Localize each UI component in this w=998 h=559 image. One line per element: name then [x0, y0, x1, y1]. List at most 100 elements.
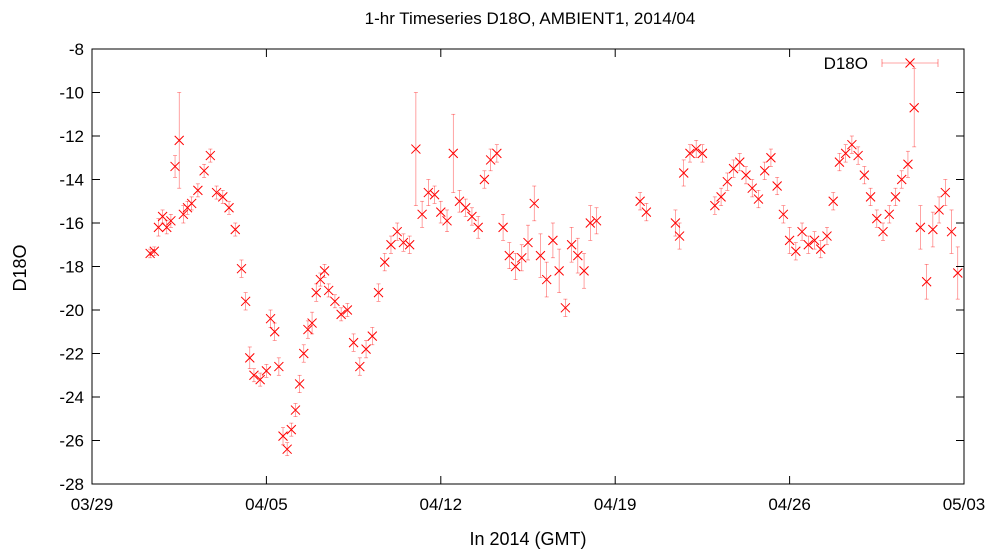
x-marker: [797, 226, 807, 237]
data-point: [554, 248, 564, 293]
x-marker: [265, 313, 276, 324]
x-marker: [404, 239, 415, 250]
x-marker: [294, 379, 305, 389]
data-point: [244, 346, 255, 370]
data-point: [373, 283, 384, 302]
data-point: [716, 187, 726, 206]
x-marker: [772, 181, 782, 191]
x-marker: [790, 246, 801, 257]
x-marker: [548, 235, 558, 246]
data-point: [170, 155, 180, 178]
data-point: [915, 205, 926, 250]
data-point: [529, 185, 540, 222]
data-point: [853, 146, 863, 165]
x-marker: [435, 207, 446, 217]
data-point: [336, 307, 346, 322]
x-marker: [766, 152, 776, 163]
x-marker: [205, 150, 216, 161]
data-point: [255, 372, 266, 387]
data-point: [572, 237, 583, 274]
x-marker: [315, 274, 326, 285]
data-point: [847, 135, 857, 154]
y-tick-label: -8: [69, 40, 84, 59]
data-point: [205, 148, 216, 163]
data-point: [269, 322, 280, 341]
x-marker: [170, 161, 180, 172]
x-marker: [572, 250, 583, 261]
x-marker: [674, 231, 685, 241]
x-marker: [379, 257, 390, 268]
data-point: [710, 196, 720, 215]
x-marker: [417, 209, 427, 220]
x-marker: [834, 157, 845, 167]
data-point: [871, 209, 882, 228]
data-point: [523, 224, 533, 261]
x-marker: [896, 174, 907, 185]
data-point: [797, 222, 807, 241]
data-point: [298, 344, 309, 363]
x-marker: [423, 187, 434, 198]
x-marker: [591, 215, 602, 226]
x-marker: [940, 187, 951, 198]
data-point: [354, 357, 365, 376]
x-marker: [566, 239, 577, 250]
x-marker: [678, 168, 689, 178]
x-marker: [448, 148, 459, 159]
x-marker: [691, 144, 702, 154]
data-point: [535, 233, 546, 278]
x-marker: [722, 176, 733, 187]
data-point: [591, 207, 602, 235]
data-point: [311, 283, 322, 302]
x-marker: [523, 237, 533, 248]
x-marker: [579, 265, 589, 276]
data-point: [753, 190, 764, 209]
y-tick-label: -20: [59, 301, 84, 320]
data-point: [423, 179, 434, 206]
data-point: [319, 264, 330, 278]
data-point: [741, 166, 751, 185]
data-point: [934, 196, 944, 224]
y-tick-label: -14: [59, 171, 84, 190]
data-point: [504, 242, 515, 269]
x-marker: [199, 165, 209, 176]
x-marker: [307, 318, 317, 328]
data-point: [516, 244, 527, 272]
y-tick-label: -28: [59, 475, 84, 494]
y-tick-label: -24: [59, 388, 84, 407]
x-marker: [865, 192, 876, 202]
x-marker: [878, 226, 888, 237]
data-point: [392, 222, 403, 241]
data-point: [548, 222, 558, 259]
x-axis: 03/29 04/05 04/12 04/19 04/26 05/03: [71, 49, 985, 514]
data-point: [952, 246, 963, 300]
x-marker: [429, 189, 440, 200]
x-marker: [274, 361, 284, 372]
x-marker: [803, 239, 814, 250]
x-marker: [330, 296, 340, 307]
x-marker: [174, 135, 185, 146]
x-marker: [840, 148, 851, 159]
data-point: [834, 153, 845, 172]
x-marker: [747, 183, 758, 194]
x-marker: [178, 209, 189, 220]
x-marker: [224, 202, 234, 213]
x-tick-label: 04/05: [245, 495, 288, 514]
x-marker: [236, 263, 247, 274]
data-point: [674, 222, 685, 250]
data-point: [566, 227, 577, 263]
x-marker: [249, 370, 259, 381]
x-marker: [354, 361, 365, 372]
x-marker: [149, 246, 160, 257]
data-point: [722, 172, 733, 191]
legend-marker: [881, 58, 939, 68]
x-marker: [290, 405, 301, 415]
x-marker: [442, 215, 452, 226]
x-marker: [928, 224, 938, 235]
x-marker: [847, 139, 857, 150]
data-point: [896, 170, 907, 189]
x-marker: [710, 200, 720, 211]
x-marker: [186, 198, 197, 209]
legend: D18O: [824, 54, 939, 73]
chart-title: 1-hr Timeseries D18O, AMBIENT1, 2014/04: [365, 9, 696, 28]
data-point: [697, 144, 708, 163]
